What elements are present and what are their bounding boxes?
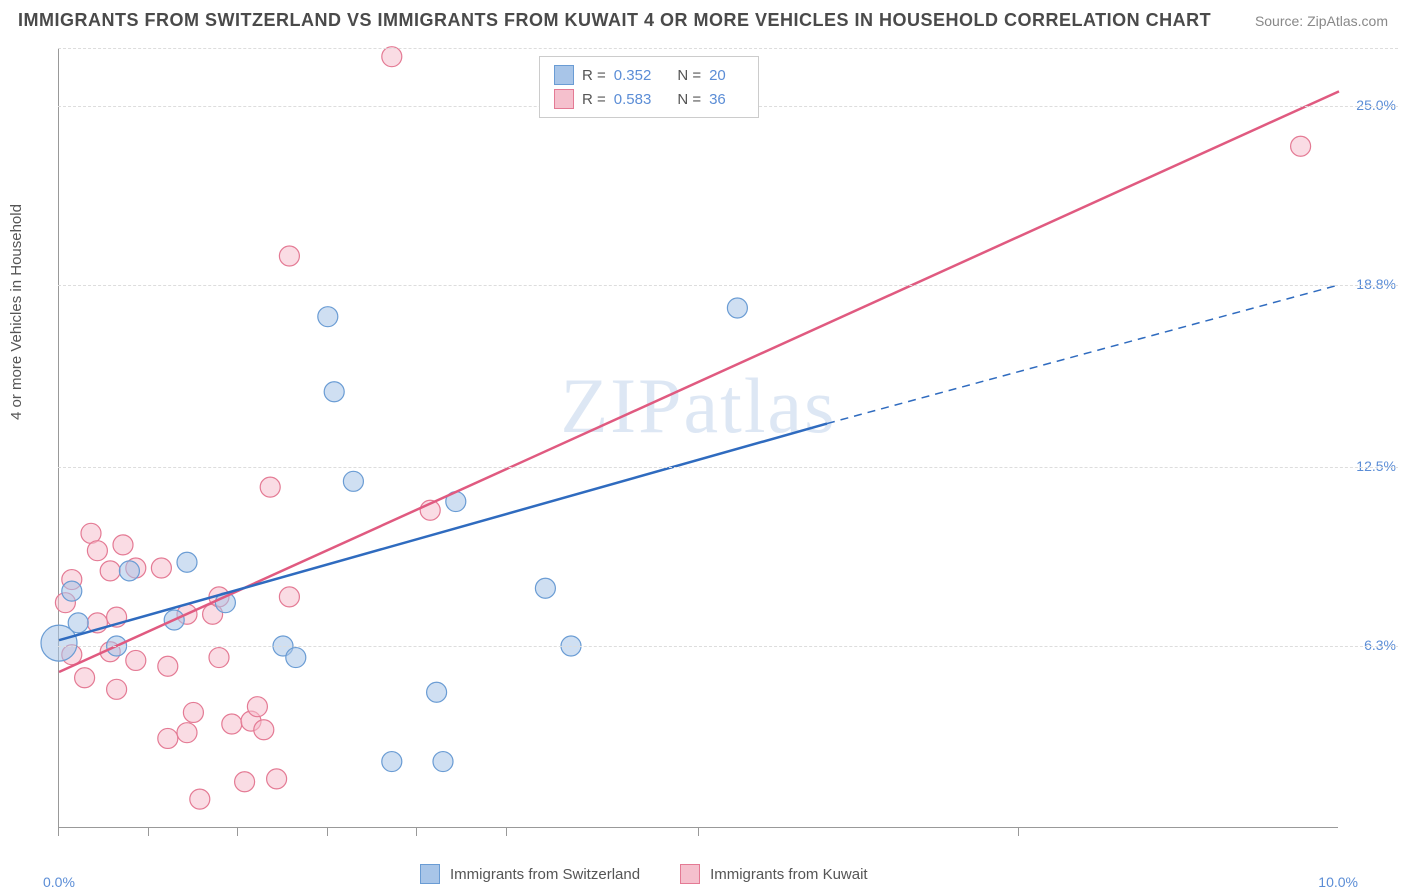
x-tick xyxy=(698,828,699,836)
point-series-b xyxy=(158,656,178,676)
legend-row-a: R = 0.352 N = 20 xyxy=(554,63,744,87)
series-b-label: Immigrants from Kuwait xyxy=(710,866,868,883)
x-tick xyxy=(416,828,417,836)
r-value-a: 0.352 xyxy=(614,67,652,84)
point-series-b xyxy=(158,728,178,748)
point-series-a xyxy=(286,648,306,668)
legend-item-b: Immigrants from Kuwait xyxy=(680,864,868,884)
correlation-legend: R = 0.352 N = 20 R = 0.583 N = 36 xyxy=(539,56,759,118)
x-tick xyxy=(148,828,149,836)
plot-area: ZIPatlas R = 0.352 N = 20 R = 0.583 N = … xyxy=(58,48,1338,828)
swatch-series-b xyxy=(554,89,574,109)
point-series-b xyxy=(267,769,287,789)
source-attribution: Source: ZipAtlas.com xyxy=(1255,13,1388,29)
y-tick-label: 6.3% xyxy=(1336,637,1396,653)
point-series-b xyxy=(113,535,133,555)
point-series-b xyxy=(209,648,229,668)
x-tick xyxy=(506,828,507,836)
y-tick-label: 12.5% xyxy=(1336,458,1396,474)
grid-line-top xyxy=(58,48,1398,49)
point-series-a xyxy=(343,471,363,491)
swatch-series-b-icon xyxy=(680,864,700,884)
point-series-b xyxy=(87,541,107,561)
n-value-b: 36 xyxy=(709,91,726,108)
point-series-b xyxy=(177,723,197,743)
point-series-a xyxy=(177,552,197,572)
point-series-a xyxy=(535,578,555,598)
r-label-b: R = xyxy=(582,91,606,108)
x-tick xyxy=(327,828,328,836)
point-series-b xyxy=(254,720,274,740)
point-series-b xyxy=(260,477,280,497)
r-label-a: R = xyxy=(582,67,606,84)
x-tick xyxy=(1018,828,1019,836)
y-axis-label: 4 or more Vehicles in Household xyxy=(8,204,25,420)
point-series-a xyxy=(119,561,139,581)
point-series-a xyxy=(382,752,402,772)
chart-container: IMMIGRANTS FROM SWITZERLAND VS IMMIGRANT… xyxy=(0,0,1406,892)
x-max-label: 10.0% xyxy=(1318,874,1358,890)
x-min-label: 0.0% xyxy=(43,874,75,890)
chart-svg xyxy=(59,48,1339,828)
point-series-b xyxy=(190,789,210,809)
swatch-series-a-icon xyxy=(420,864,440,884)
point-series-a xyxy=(433,752,453,772)
series-a-label: Immigrants from Switzerland xyxy=(450,866,640,883)
point-series-a xyxy=(324,382,344,402)
point-series-b xyxy=(183,702,203,722)
header-row: IMMIGRANTS FROM SWITZERLAND VS IMMIGRANT… xyxy=(18,10,1388,31)
grid-line xyxy=(58,285,1398,286)
point-series-a xyxy=(427,682,447,702)
chart-title: IMMIGRANTS FROM SWITZERLAND VS IMMIGRANT… xyxy=(18,10,1211,31)
point-series-b xyxy=(75,668,95,688)
swatch-series-a xyxy=(554,65,574,85)
y-tick-label: 18.8% xyxy=(1336,276,1396,292)
n-value-a: 20 xyxy=(709,67,726,84)
n-label-a: N = xyxy=(677,67,701,84)
y-tick-label: 25.0% xyxy=(1336,97,1396,113)
point-series-a xyxy=(68,613,88,633)
point-series-b xyxy=(382,47,402,67)
regression-line-a-solid xyxy=(59,424,827,641)
point-series-b xyxy=(279,587,299,607)
point-series-b xyxy=(1291,136,1311,156)
point-series-a xyxy=(62,581,82,601)
legend-row-b: R = 0.583 N = 36 xyxy=(554,87,744,111)
series-legend: Immigrants from Switzerland Immigrants f… xyxy=(420,864,868,884)
grid-line xyxy=(58,467,1398,468)
point-series-a xyxy=(318,307,338,327)
point-series-b xyxy=(247,697,267,717)
point-series-b xyxy=(235,772,255,792)
x-tick xyxy=(237,828,238,836)
source-label: Source: xyxy=(1255,13,1303,29)
point-series-a xyxy=(727,298,747,318)
r-value-b: 0.583 xyxy=(614,91,652,108)
point-series-b xyxy=(279,246,299,266)
point-series-b xyxy=(126,650,146,670)
grid-line xyxy=(58,646,1398,647)
x-tick xyxy=(58,828,59,836)
point-series-b xyxy=(107,679,127,699)
n-label-b: N = xyxy=(677,91,701,108)
regression-line-a-dashed xyxy=(827,285,1339,424)
point-series-b xyxy=(151,558,171,578)
point-series-b xyxy=(100,561,120,581)
source-name: ZipAtlas.com xyxy=(1307,13,1388,29)
legend-item-a: Immigrants from Switzerland xyxy=(420,864,640,884)
point-series-b xyxy=(222,714,242,734)
